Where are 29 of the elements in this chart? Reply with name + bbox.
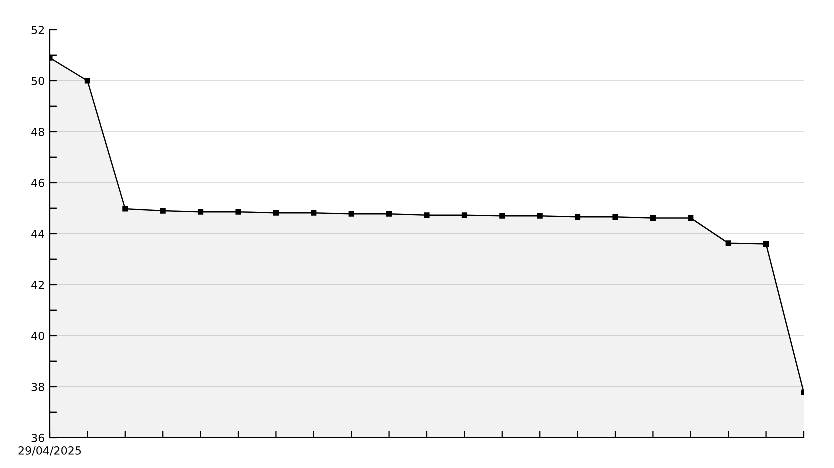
point (273, 210, 279, 216)
point (764, 241, 770, 247)
point (236, 209, 242, 215)
point (650, 215, 656, 221)
point (122, 206, 128, 212)
y-tick-label: 36 (32, 434, 44, 442)
x-tick-label: 29/04/2025 (18, 446, 82, 456)
y-tick-label: 44 (32, 230, 45, 238)
y-tick-label: 48 (32, 128, 44, 136)
point (424, 212, 430, 218)
point (160, 208, 166, 214)
point (84, 78, 90, 84)
point (311, 210, 317, 216)
point (462, 212, 468, 218)
point (726, 240, 732, 246)
y-tick-label: 52 (32, 26, 44, 34)
point (198, 209, 204, 215)
y-tick-label: 40 (32, 332, 44, 340)
point (386, 211, 392, 217)
point (348, 211, 354, 217)
point (537, 213, 543, 219)
point (688, 215, 694, 221)
y-tick-label: 50 (32, 76, 44, 86)
y-tick-label: 46 (32, 178, 44, 188)
point (575, 214, 581, 220)
point (612, 214, 618, 220)
y-tick-label: 38 (32, 382, 44, 392)
y-tick-label: 42 (32, 280, 44, 290)
point (500, 213, 506, 219)
